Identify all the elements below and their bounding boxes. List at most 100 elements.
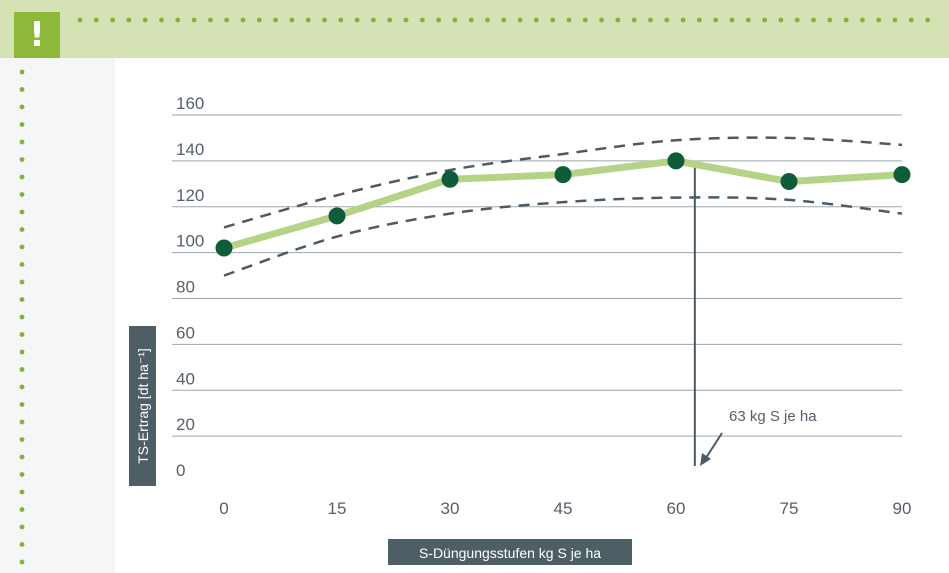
border-dot [631, 17, 637, 23]
border-dot [19, 419, 25, 425]
annotation-label: 63 kg S je ha [729, 408, 817, 425]
border-dot [925, 17, 930, 23]
border-dot [126, 17, 132, 23]
border-dot [77, 17, 83, 23]
border-dot [19, 209, 25, 215]
border-dot [566, 17, 572, 23]
border-dot [436, 17, 441, 23]
border-dot [843, 17, 849, 23]
border-dot [19, 157, 25, 162]
border-dot [19, 367, 25, 372]
border-dot [582, 17, 588, 23]
y-tick-label: 120 [176, 186, 204, 205]
y-tick-label: 0 [176, 461, 185, 480]
data-point [215, 239, 233, 257]
border-dot [19, 507, 25, 512]
y-tick-label: 60 [176, 323, 195, 342]
border-dot [19, 192, 25, 197]
border-dot [745, 17, 751, 23]
y-tick-label: 20 [176, 415, 195, 434]
border-dot [208, 17, 213, 23]
border-dot [19, 384, 25, 390]
border-dot [19, 279, 25, 285]
data-point [554, 166, 572, 184]
border-dot [19, 244, 25, 250]
border-dot [19, 314, 25, 320]
border-dot [19, 524, 25, 530]
border-dot [19, 69, 25, 75]
border-dot [762, 17, 767, 23]
border-dot [403, 17, 409, 23]
y-tick-label: 40 [176, 369, 195, 388]
x-axis-label: S-Düngungsstufen kg S je ha [388, 539, 632, 565]
border-dot [289, 17, 295, 23]
border-dot [729, 17, 735, 23]
left-margin [0, 58, 115, 573]
border-dot [827, 17, 833, 23]
arrow-head-icon [700, 453, 711, 466]
border-dot [19, 542, 25, 547]
border-dot [19, 489, 25, 495]
header-band [0, 0, 949, 58]
x-axis-label-text: S-Düngungsstufen kg S je ha [419, 545, 601, 561]
border-dot [811, 17, 816, 23]
data-point [667, 152, 685, 170]
border-dot [664, 17, 670, 23]
border-dot [485, 17, 490, 23]
border-dot [648, 17, 653, 23]
border-dot [322, 17, 327, 23]
border-dot [501, 17, 507, 23]
border-dot [19, 262, 25, 267]
border-dot [110, 17, 115, 23]
border-dot [534, 17, 539, 23]
border-dot [19, 174, 25, 180]
border-dot [19, 402, 25, 407]
x-tick-label: 90 [893, 499, 912, 518]
x-tick-label: 30 [441, 499, 460, 518]
border-dot [305, 17, 311, 23]
y-axis-label-box [129, 326, 156, 486]
border-dot [256, 17, 262, 23]
border-dot [419, 17, 425, 23]
border-dot [19, 297, 25, 302]
border-dot [240, 17, 246, 23]
border-dot [387, 17, 393, 23]
data-point [441, 170, 459, 188]
y-axis-label: TS-Ertrag [dt ha⁻¹] [129, 326, 156, 486]
border-dot [876, 17, 882, 23]
border-dot [19, 472, 25, 477]
border-dot [908, 17, 914, 23]
x-axis-label-box [388, 539, 632, 565]
line-chart: 0 20 40 60 80 100 120 140 160 0 15 30 45 60 75 90 TS-Ert… [129, 94, 912, 565]
y-axis-label-text: TS-Ertrag [dt ha⁻¹] [135, 348, 151, 464]
y-tick-label: 160 [176, 94, 204, 113]
border-dot [19, 139, 25, 145]
border-dot [794, 17, 800, 23]
border-dot [175, 17, 181, 23]
border-dot [697, 17, 702, 23]
border-dot [191, 17, 197, 23]
confidence-band [223, 136, 903, 229]
border-dot [599, 17, 604, 23]
border-dot [224, 17, 230, 23]
border-dot [371, 17, 376, 23]
border-dot [19, 559, 25, 565]
y-tick-label: 100 [176, 232, 204, 251]
border-dot [19, 349, 25, 355]
border-dot [19, 332, 25, 337]
border-dot [615, 17, 621, 23]
data-point [780, 173, 798, 191]
x-tick-label: 45 [554, 499, 573, 518]
border-dot [19, 437, 25, 442]
border-dot [273, 17, 278, 23]
border-dot [338, 17, 344, 23]
optimum-annotation: 63 kg S je ha [700, 408, 817, 466]
border-dot [892, 17, 898, 23]
y-tick-label: 80 [176, 278, 195, 297]
border-dot [19, 87, 25, 92]
border-dot [517, 17, 523, 23]
border-dot [19, 227, 25, 232]
border-dot [93, 17, 99, 23]
border-dot [778, 17, 784, 23]
border-dot [19, 454, 25, 460]
